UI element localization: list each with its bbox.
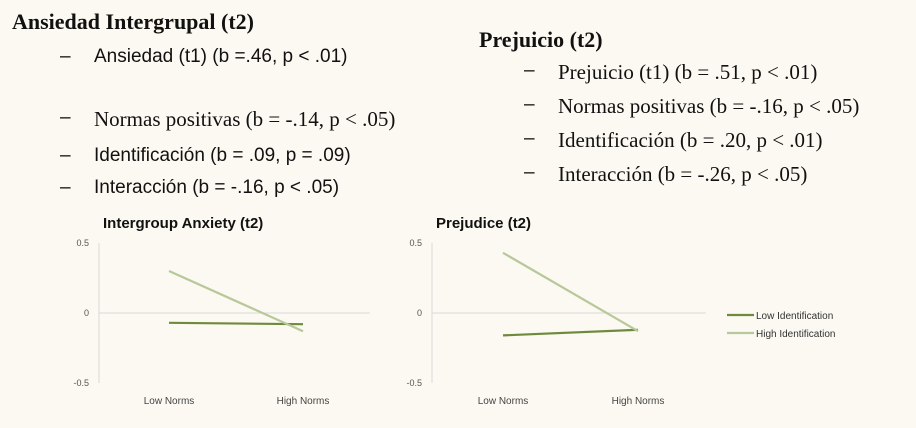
series-line bbox=[502, 251, 639, 333]
left-bullet-1: – Ansiedad (t1) (b =.46, p < .01) bbox=[60, 46, 348, 68]
right-bullet-3: – Identificación (b = .20, p < .01) bbox=[524, 128, 823, 153]
bullet-text: Normas positivas (b = -.16, p < .05) bbox=[558, 94, 860, 118]
bullet-dash: – bbox=[60, 177, 71, 198]
left-bullet-3: – Identificación (b = .09, p = .09) bbox=[60, 145, 351, 167]
bullet-dash: – bbox=[60, 107, 71, 128]
series-line bbox=[168, 269, 304, 333]
series-line bbox=[502, 328, 639, 337]
chart-title: Prejudice (t2) bbox=[436, 215, 531, 232]
bullet-text: Interacción (b = -.16, p < .05) bbox=[94, 177, 340, 198]
right-block-title: Prejuicio (t2) bbox=[479, 27, 603, 52]
bullet-text: Identificación (b = .20, p < .01) bbox=[558, 128, 823, 152]
bullet-dash: – bbox=[524, 128, 535, 149]
series-line bbox=[168, 321, 304, 326]
y-tick-label: 0 bbox=[84, 308, 89, 318]
legend-label: High Identification bbox=[756, 329, 836, 340]
y-tick-label: -0.5 bbox=[406, 378, 422, 388]
bullet-text: Prejuicio (t1) (b = .51, p < .01) bbox=[558, 60, 818, 84]
right-bullet-2: – Normas positivas (b = -.16, p < .05) bbox=[524, 94, 859, 119]
left-bullet-4: – Interacción (b = -.16, p < .05) bbox=[60, 177, 339, 199]
x-tick-label: Low Norms bbox=[144, 396, 195, 407]
right-bullet-1: – Prejuicio (t1) (b = .51, p < .01) bbox=[524, 60, 817, 85]
legend-label: Low Identification bbox=[756, 311, 833, 322]
bullet-text: Interacción (b = -.26, p < .05) bbox=[558, 162, 808, 186]
bullet-dash: – bbox=[60, 145, 71, 166]
left-block-title: Ansiedad Intergrupal (t2) bbox=[12, 9, 255, 34]
right-bullet-4: – Interacción (b = -.26, p < .05) bbox=[524, 162, 807, 187]
bullet-dash: – bbox=[60, 46, 71, 67]
bullet-dash: – bbox=[524, 60, 535, 81]
left-bullet-2: – Normas positivas (b = -.14, p < .05) bbox=[60, 107, 395, 132]
x-tick-label: High Norms bbox=[612, 396, 665, 407]
bullet-text: Ansiedad (t1) (b =.46, p < .01) bbox=[94, 46, 348, 67]
y-tick-label: -0.5 bbox=[73, 378, 89, 388]
x-tick-label: Low Norms bbox=[478, 396, 529, 407]
chart-title: Intergroup Anxiety (t2) bbox=[103, 215, 263, 232]
y-tick-label: 0 bbox=[417, 308, 422, 318]
bullet-text: Identificación (b = .09, p = .09) bbox=[94, 145, 351, 166]
bullet-dash: – bbox=[524, 94, 535, 115]
y-tick-label: 0.5 bbox=[409, 238, 422, 248]
bullet-dash: – bbox=[524, 162, 535, 183]
y-tick-label: 0.5 bbox=[76, 238, 89, 248]
x-tick-label: High Norms bbox=[277, 396, 330, 407]
bullet-text: Normas positivas (b = -.14, p < .05) bbox=[94, 107, 396, 131]
